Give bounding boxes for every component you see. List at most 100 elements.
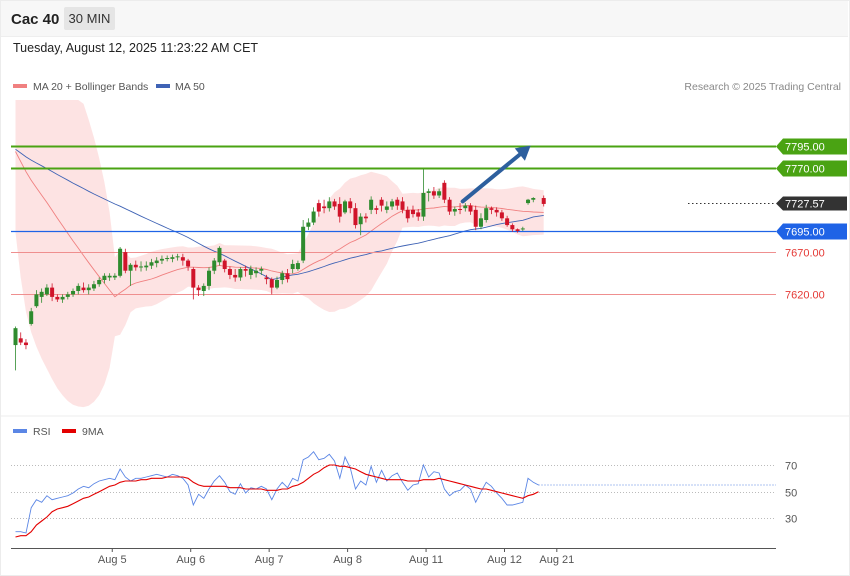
candle-body [431, 191, 436, 196]
rsi-ma-line [15, 464, 539, 538]
candle-body [154, 260, 159, 264]
candle-body [212, 260, 217, 271]
candle [531, 197, 536, 203]
candle [39, 288, 44, 303]
candle-body [18, 338, 23, 343]
candle-body [76, 285, 81, 291]
candle-body [44, 287, 49, 295]
candle [60, 294, 65, 303]
candle [337, 197, 342, 223]
candle [494, 207, 499, 217]
candle-body [384, 206, 389, 210]
candle-body [159, 258, 164, 261]
candle [248, 265, 253, 280]
trend-arrow [460, 145, 531, 204]
candle [227, 266, 232, 280]
candle-body [207, 270, 212, 286]
ma20-legend-label: MA 20 + Bollinger Bands [33, 81, 148, 93]
candle-body [248, 269, 253, 275]
candle [222, 258, 227, 273]
candle [18, 332, 23, 346]
level-label-7795.00: 7795.00 [785, 142, 825, 154]
candle-body [499, 212, 504, 219]
level-tag-7795.00 [776, 138, 847, 155]
candle-body [123, 252, 128, 271]
candle [165, 255, 170, 262]
candle-body [102, 275, 107, 280]
support-label-7670.00: 7670.00 [785, 248, 825, 260]
level-tag-7695.00 [776, 223, 847, 240]
timeframe-badge[interactable]: 30 MIN [64, 7, 115, 30]
candle [363, 213, 368, 223]
candle [541, 195, 546, 207]
candle [55, 294, 60, 302]
candle-body [437, 191, 442, 196]
candle [489, 206, 494, 215]
candle [316, 199, 321, 217]
candle-body [484, 208, 489, 220]
candle-body [390, 201, 395, 207]
candle [515, 228, 520, 233]
rsi-tick-label-70: 70 [785, 461, 797, 473]
candle [107, 273, 112, 281]
candle-body [60, 296, 65, 300]
candle [463, 203, 468, 212]
candle-body [65, 294, 70, 297]
candle-body [243, 269, 248, 271]
candle-body [452, 209, 457, 212]
candle [290, 259, 295, 274]
candle [353, 203, 358, 229]
candle [97, 277, 102, 287]
candle-body [526, 199, 531, 204]
candle-body [494, 209, 499, 213]
candle [499, 209, 504, 221]
candle-body [416, 212, 421, 217]
candle-body [39, 291, 44, 297]
candle [452, 206, 457, 216]
candle [510, 223, 515, 232]
candle-body [191, 269, 196, 288]
candle [426, 188, 431, 202]
candle-body [316, 203, 321, 212]
candle [102, 273, 107, 284]
support-label-7620.00: 7620.00 [785, 290, 825, 302]
candle [400, 197, 405, 214]
candle [275, 276, 279, 290]
candle-body [473, 209, 478, 227]
candle-body [175, 256, 180, 258]
candle-body [410, 209, 415, 215]
candle-body [13, 328, 18, 346]
candle-body [531, 198, 536, 200]
candle [442, 180, 447, 204]
trend-arrow-head [514, 145, 531, 161]
rsi-legend: RSI 9MA [13, 426, 104, 438]
rsi-tick-label-50: 50 [785, 488, 797, 500]
candle [243, 265, 248, 277]
candle-body [337, 203, 342, 217]
candle-body [405, 209, 410, 219]
candle-body [442, 182, 447, 200]
candle [112, 273, 117, 280]
rsi-ma-legend-swatch [62, 429, 76, 433]
candle-body [505, 218, 510, 226]
candle [431, 187, 436, 199]
candle-body [86, 287, 91, 291]
candle [175, 253, 180, 261]
candle-body [447, 199, 452, 212]
timestamp: Tuesday, August 12, 2025 11:23:22 AM CET [13, 41, 259, 55]
candle [369, 196, 374, 215]
credit-text: Research © 2025 Trading Central [684, 81, 841, 93]
current-price-label: 7727.57 [785, 199, 825, 211]
candle [348, 198, 353, 214]
candle-body [238, 269, 243, 278]
candle-body [50, 287, 55, 297]
candle-body [426, 191, 431, 193]
x-tick-label: Aug 6 [176, 554, 205, 566]
candle-body [186, 260, 191, 267]
candle [118, 247, 123, 278]
candle [201, 283, 206, 297]
candle [259, 266, 264, 275]
current-price-tag [776, 196, 847, 211]
candle-body [29, 311, 34, 324]
